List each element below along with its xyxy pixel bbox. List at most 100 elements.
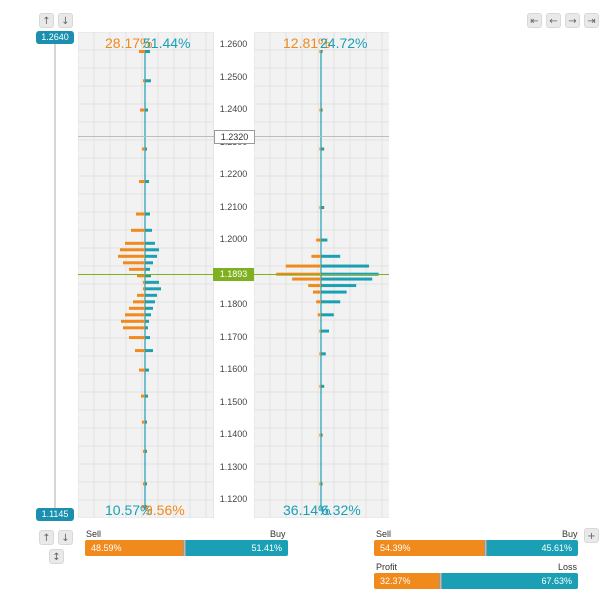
positions-chart xyxy=(254,32,389,518)
orders-buy-bar xyxy=(145,420,147,424)
positions-buy-label: Buy xyxy=(562,529,578,539)
arrow-down-icon: ↓ xyxy=(61,533,70,544)
orders-sell-bar xyxy=(129,267,145,271)
arrow-down-icon: ↓ xyxy=(61,16,70,27)
profit-loss-bar: 32.37% 67.63% xyxy=(374,573,578,589)
scroll-up-button[interactable]: ↑ xyxy=(39,13,54,28)
orders-sell-bar xyxy=(136,212,145,216)
positions-buy-bar xyxy=(321,206,325,210)
orders-top-buy-pct: 51.44% xyxy=(143,35,191,51)
orders-buy-bar xyxy=(145,336,150,340)
positions-buy-bar xyxy=(321,277,373,281)
orders-sell-bar xyxy=(123,261,145,265)
orders-top-sell-pct: 28.17% xyxy=(105,35,153,51)
positions-sell-bar xyxy=(317,313,321,317)
orders-sell-label: Sell xyxy=(86,529,102,539)
positions-sell-bar xyxy=(319,433,321,437)
orders-buy-bar xyxy=(145,306,153,310)
orders-buy-bar xyxy=(145,280,159,284)
positions-bottom-buy-pct: 6.32% xyxy=(321,502,361,518)
orders-sell-bar xyxy=(139,50,145,54)
price-tick-0: 1.2600 xyxy=(219,39,248,49)
positions-buy-bar xyxy=(321,482,323,486)
positions-bar-handle[interactable] xyxy=(484,540,487,556)
add-button[interactable]: + xyxy=(584,528,599,543)
first-button[interactable]: ⇤ xyxy=(527,13,542,28)
positions-sell-bar xyxy=(319,329,321,333)
positions-buy-bar xyxy=(321,352,326,356)
resize-button[interactable]: ↕ xyxy=(49,549,64,564)
next-button[interactable]: → xyxy=(565,13,580,28)
orders-buy-bar xyxy=(145,313,151,317)
price-tick-14: 1.1200 xyxy=(219,494,248,505)
positions-sell-bar xyxy=(311,254,321,258)
orders-buy-bar xyxy=(145,287,161,291)
orders-sell-bar xyxy=(137,274,145,278)
orders-sell-bar xyxy=(125,241,145,245)
orders-sell-bar xyxy=(139,368,145,372)
orders-sell-segment: 48.59% xyxy=(85,540,184,556)
price-tick-1: 1.2500 xyxy=(219,71,248,82)
price-tick-4: 1.2200 xyxy=(219,169,248,180)
arrow-up-icon: ↑ xyxy=(42,16,51,27)
positions-buy-bar xyxy=(321,313,334,317)
orders-bottom-sell-pct: 10.57% xyxy=(105,502,153,518)
arrow-left-end-icon: ⇤ xyxy=(530,16,539,27)
positions-sell-label: Sell xyxy=(376,529,392,539)
positions-sell-segment: 54.39% xyxy=(374,540,485,556)
scroll-down-button[interactable]: ↓ xyxy=(58,13,73,28)
arrow-right-end-icon: ⇥ xyxy=(587,16,596,27)
positions-bottom-sell-pct: 36.14% xyxy=(283,502,331,518)
orders-sell-bar xyxy=(143,280,145,284)
orders-sell-bar xyxy=(139,180,145,184)
orders-sell-bar xyxy=(142,505,145,509)
orders-buy-bar xyxy=(145,267,150,271)
arrow-left-icon: ← xyxy=(549,16,558,27)
orders-buy-bar xyxy=(145,261,153,265)
orders-buy-bar xyxy=(145,505,147,509)
price-tick-9: 1.1700 xyxy=(219,331,248,342)
positions-sell-bar xyxy=(319,108,321,112)
orders-sell-bar xyxy=(143,482,145,486)
orders-sell-bar xyxy=(142,420,145,424)
loss-segment: 67.63% xyxy=(440,573,578,589)
profit-loss-bar-handle[interactable] xyxy=(439,573,442,589)
arrow-right-icon: → xyxy=(568,16,577,27)
positions-sell-bar xyxy=(319,147,321,151)
price-tick-6: 1.2000 xyxy=(219,234,248,245)
positions-buy-bar xyxy=(321,284,357,288)
orders-buy-label: Buy xyxy=(270,529,286,539)
orders-sell-bar xyxy=(125,313,145,317)
positions-buy-bar xyxy=(321,147,325,151)
orders-sell-bar xyxy=(143,449,145,453)
positions-sell-bar xyxy=(319,352,321,356)
range-high-handle[interactable]: 1.2640 xyxy=(36,31,74,44)
positions-buy-bar xyxy=(321,290,347,294)
positions-panel xyxy=(254,32,389,518)
crosshair-label: 1.2320 xyxy=(214,130,255,144)
orders-buy-bar xyxy=(145,349,153,353)
orders-buy-bar xyxy=(145,212,150,216)
orders-sell-bar xyxy=(120,248,145,252)
positions-sell-bar xyxy=(316,300,321,304)
price-tick-13: 1.1300 xyxy=(219,461,248,472)
positions-sell-bar xyxy=(316,238,321,242)
price-tick-11: 1.1500 xyxy=(219,396,248,407)
orders-buy-bar xyxy=(145,449,147,453)
range-low-handle[interactable]: 1.1145 xyxy=(36,508,74,521)
positions-top-buy-pct: 24.72% xyxy=(320,35,368,51)
orders-sell-bar xyxy=(121,319,145,323)
orders-bar-handle[interactable] xyxy=(183,540,186,556)
orders-buy-bar xyxy=(145,248,159,252)
prev-button[interactable]: ← xyxy=(546,13,561,28)
positions-sell-bar xyxy=(319,50,321,54)
positions-buy-bar xyxy=(321,433,323,437)
current-price-label: 1.1893 xyxy=(213,268,254,281)
last-button[interactable]: ⇥ xyxy=(584,13,599,28)
scale-up-button[interactable]: ↑ xyxy=(39,530,54,545)
profit-label: Profit xyxy=(376,562,398,572)
orders-sell-bar xyxy=(143,79,145,83)
positions-buy-bar xyxy=(321,300,341,304)
range-rail[interactable] xyxy=(54,42,56,510)
scale-down-button[interactable]: ↓ xyxy=(58,530,73,545)
